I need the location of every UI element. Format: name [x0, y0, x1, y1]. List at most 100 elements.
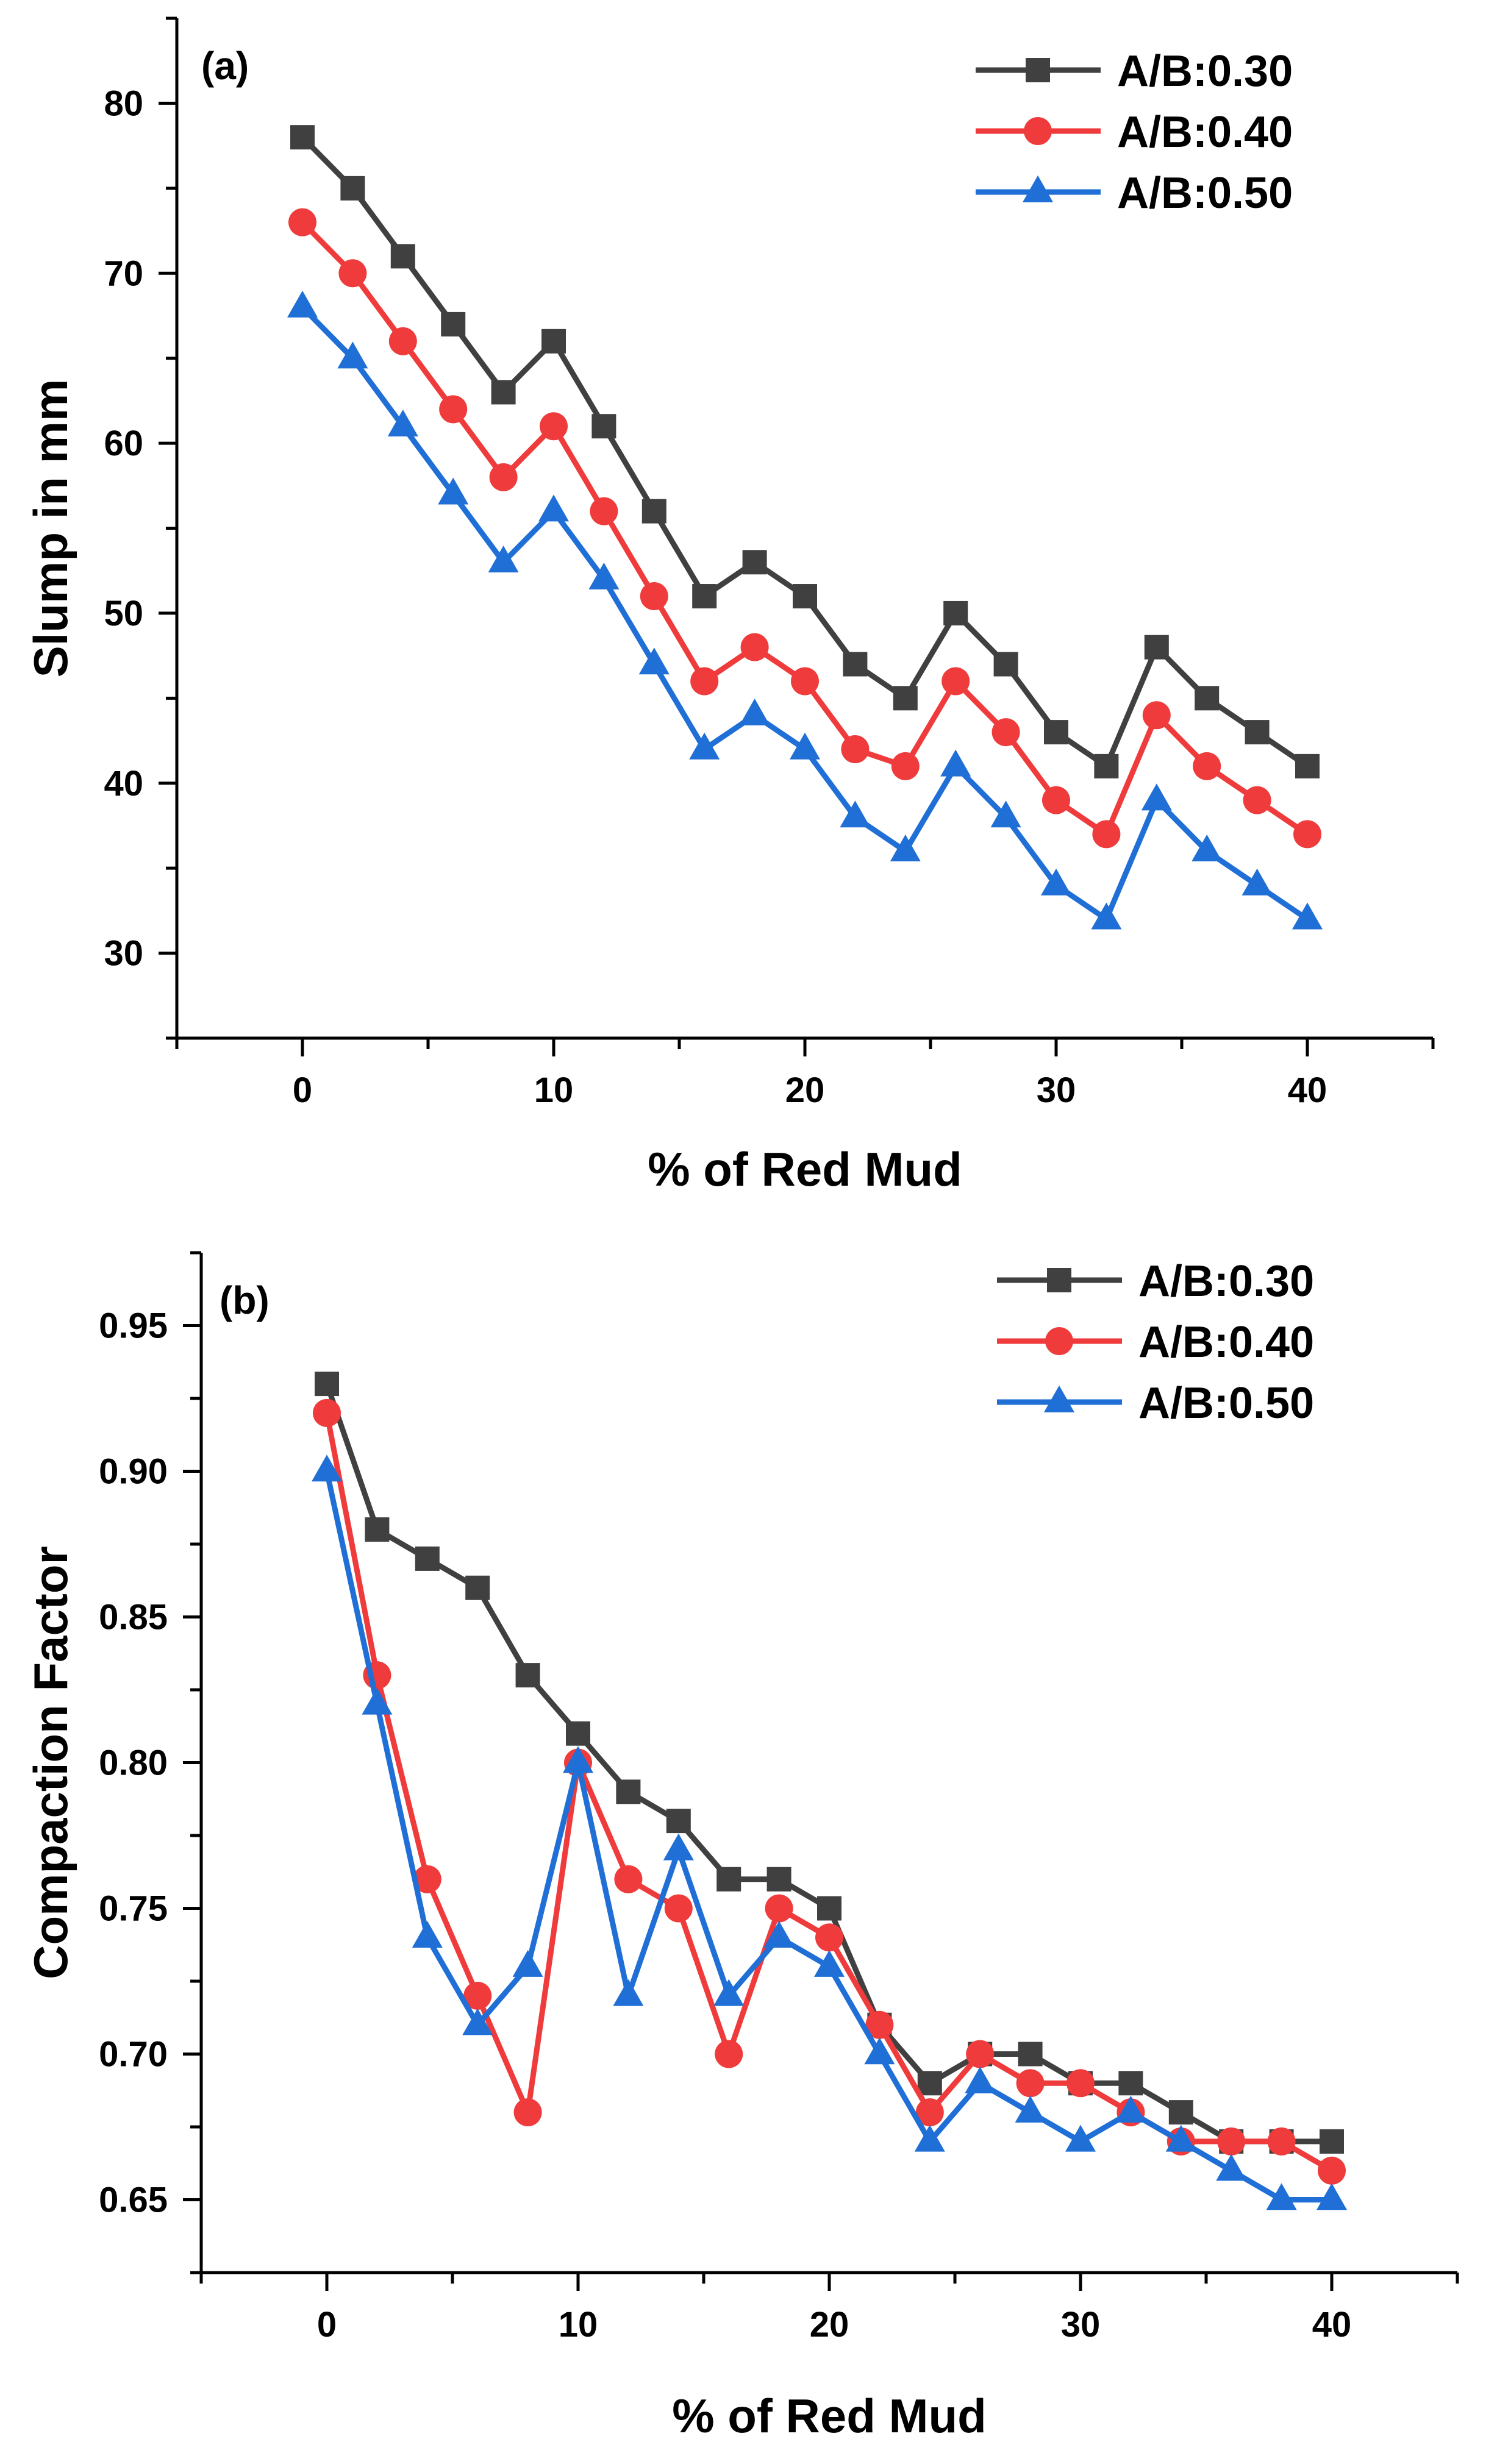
data-point — [465, 1575, 490, 1600]
data-point — [288, 208, 316, 237]
data-point — [990, 800, 1021, 828]
data-point — [965, 2067, 996, 2094]
data-point — [1295, 753, 1320, 778]
data-point — [1042, 786, 1070, 814]
data-point — [1066, 2069, 1095, 2098]
legend-label: A/B:0.50 — [1117, 169, 1293, 218]
legend-marker — [1047, 1268, 1071, 1292]
data-point — [541, 329, 566, 354]
series-line — [324, 1412, 1334, 2173]
legend-marker — [1024, 117, 1052, 145]
data-point — [815, 1923, 843, 1952]
data-point — [616, 1779, 641, 1804]
legend-marker — [1044, 1385, 1074, 1412]
data-point — [690, 667, 719, 696]
data-point — [763, 1921, 795, 1948]
data-point — [864, 2037, 895, 2065]
data-point — [513, 2098, 542, 2127]
y-tick-label: 0.75 — [99, 1889, 168, 1929]
data-point — [413, 1865, 441, 1893]
data-point — [388, 327, 417, 355]
data-point — [313, 1398, 341, 1427]
data-point — [515, 1663, 540, 1688]
data-point — [540, 412, 568, 441]
data-point — [689, 732, 720, 760]
data-point — [917, 2071, 942, 2096]
series-a-b-0-30 — [315, 1372, 1344, 2154]
data-point — [315, 1372, 339, 1397]
data-point — [512, 1949, 543, 1977]
data-point — [287, 290, 318, 318]
data-point — [840, 800, 871, 828]
y-axis-title: Compaction Factor — [24, 1546, 77, 1979]
data-point — [338, 259, 367, 288]
data-point — [790, 732, 820, 760]
data-point — [941, 667, 970, 696]
data-point — [613, 1979, 644, 2006]
data-point — [890, 835, 921, 862]
data-point — [814, 1949, 845, 1977]
data-point — [713, 1979, 745, 2006]
data-point — [865, 2010, 894, 2039]
data-point — [1044, 720, 1068, 745]
data-point — [765, 1894, 793, 1923]
y-tick-label: 0.85 — [99, 1598, 168, 1637]
data-point — [1243, 786, 1271, 814]
data-point — [1292, 902, 1323, 930]
data-point — [590, 497, 618, 525]
data-point — [663, 1833, 694, 1860]
data-point — [1217, 2127, 1246, 2156]
series-a-b-0-30 — [290, 125, 1320, 778]
legend-marker — [1045, 1327, 1073, 1355]
chart-panel-a: 0 10 20 30 40 30 40 50 60 70 80 % of Red Mud Slump i… — [24, 16, 1435, 1196]
data-point — [488, 545, 519, 572]
data-point — [441, 312, 466, 336]
data-point — [614, 1865, 643, 1893]
data-point — [439, 395, 468, 424]
series-a-b-0-40 — [313, 1398, 1346, 2185]
data-point — [390, 244, 415, 269]
data-point — [891, 752, 920, 780]
data-point — [966, 2040, 995, 2068]
data-point — [1094, 753, 1119, 778]
y-tick-label: 80 — [104, 84, 143, 123]
legend: A/B:0.30 A/B:0.40 A/B:0.50 — [976, 47, 1293, 218]
data-point — [739, 698, 770, 725]
y-tick-label: 40 — [104, 764, 143, 803]
data-point — [638, 647, 670, 675]
data-point — [415, 1546, 440, 1571]
x-tick-label: 20 — [785, 1070, 825, 1110]
legend-label: A/B:0.40 — [1117, 108, 1293, 157]
data-point — [1018, 2042, 1043, 2067]
y-tick-label: 0.70 — [99, 2035, 168, 2074]
data-point — [438, 477, 469, 505]
data-point — [817, 1896, 841, 1921]
y-tick-label: 30 — [104, 934, 143, 974]
y-tick-label: 50 — [104, 594, 143, 633]
legend-label: A/B:0.30 — [1138, 1257, 1314, 1306]
data-point — [1016, 2069, 1045, 2098]
data-point — [943, 600, 968, 625]
data-point — [1293, 820, 1321, 849]
data-point — [1245, 720, 1270, 745]
chart-panel-b: 0 10 20 30 40 0.65 0.70 0.75 0.80 0.85 0.90 0.95 % o… — [24, 1251, 1459, 2443]
y-tick-label: 0.95 — [99, 1306, 168, 1346]
data-point — [1192, 835, 1223, 862]
data-point — [463, 1981, 492, 2010]
x-tick-label: 40 — [1312, 2305, 1352, 2345]
x-tick-label: 0 — [293, 1070, 312, 1110]
data-point — [1091, 902, 1122, 930]
y-axis-title: Slump in mm — [24, 379, 77, 678]
data-point — [412, 1921, 443, 1948]
data-point — [588, 562, 620, 589]
data-point — [1266, 2183, 1297, 2210]
data-point — [1142, 701, 1171, 730]
legend-label: A/B:0.30 — [1117, 47, 1293, 96]
data-point — [362, 1687, 393, 1715]
data-point — [563, 1746, 593, 1773]
data-point — [312, 1455, 342, 1482]
y-tick-label: 70 — [104, 254, 143, 293]
data-point — [1115, 2095, 1146, 2123]
data-point — [290, 125, 315, 150]
panel-label: (a) — [201, 44, 249, 88]
